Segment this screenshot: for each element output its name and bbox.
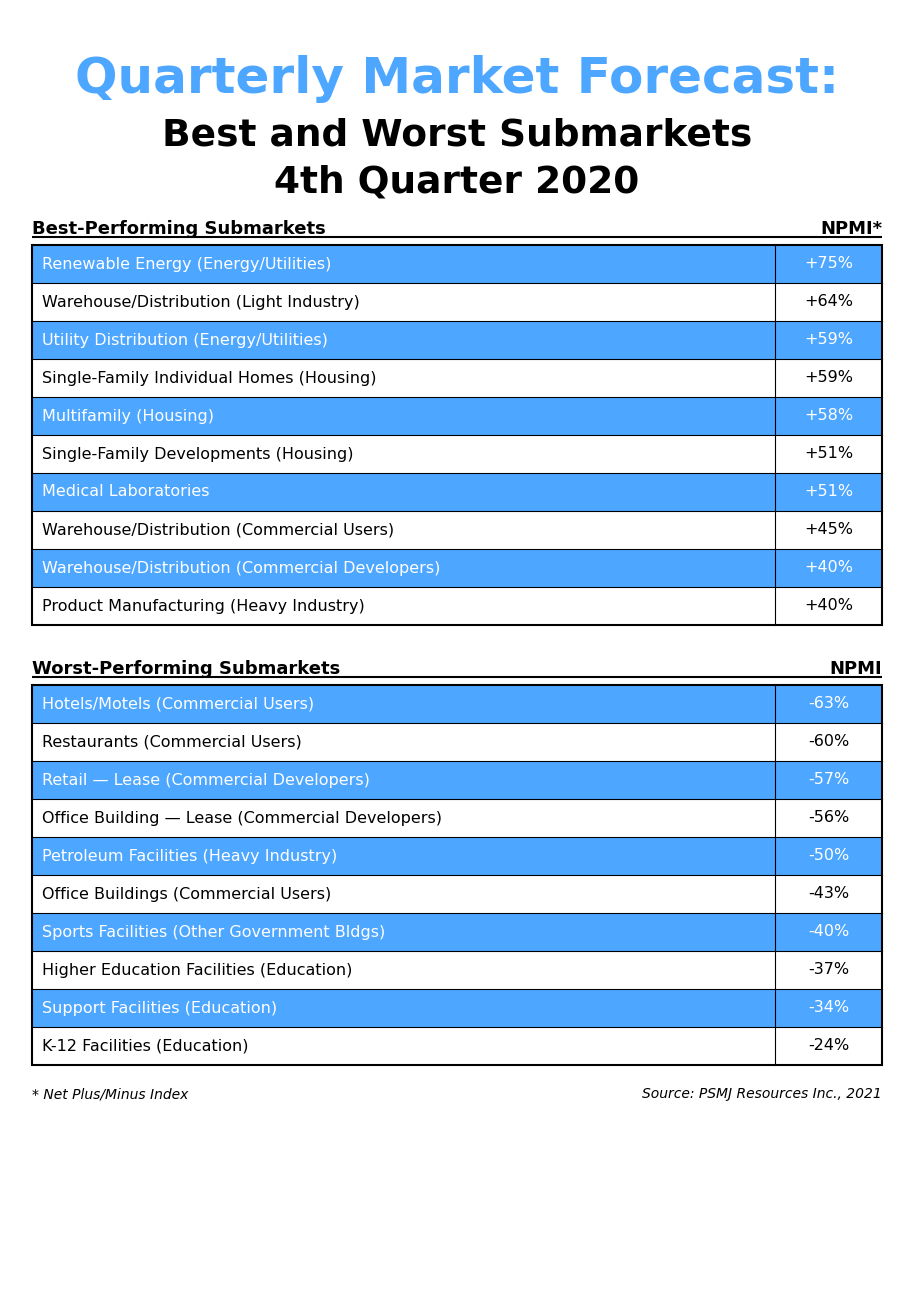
Text: -50%: -50% (808, 849, 849, 863)
Text: Single-Family Developments (Housing): Single-Family Developments (Housing) (42, 446, 354, 462)
Text: +40%: +40% (804, 560, 853, 575)
Text: -37%: -37% (808, 962, 849, 978)
Bar (32, 761, 882, 799)
Text: +59%: +59% (804, 370, 853, 386)
Bar (32, 359, 882, 397)
Text: -34%: -34% (808, 1001, 849, 1015)
Text: Office Building — Lease (Commercial Developers): Office Building — Lease (Commercial Deve… (42, 810, 442, 826)
Bar (32, 587, 882, 624)
Text: Medical Laboratories: Medical Laboratories (42, 485, 209, 499)
Text: Support Facilities (Education): Support Facilities (Education) (42, 1001, 277, 1015)
Text: +64%: +64% (804, 294, 853, 310)
Text: -43%: -43% (808, 886, 849, 902)
Text: Warehouse/Distribution (Light Industry): Warehouse/Distribution (Light Industry) (42, 294, 360, 310)
Bar (32, 685, 882, 722)
Bar (32, 837, 882, 875)
Text: Higher Education Facilities (Education): Higher Education Facilities (Education) (42, 962, 353, 978)
Text: Best-Performing Submarkets: Best-Performing Submarkets (32, 221, 325, 237)
Text: Petroleum Facilities (Heavy Industry): Petroleum Facilities (Heavy Industry) (42, 849, 337, 863)
Text: -57%: -57% (808, 773, 849, 787)
Text: Office Buildings (Commercial Users): Office Buildings (Commercial Users) (42, 886, 331, 902)
Bar (32, 951, 882, 989)
Text: K-12 Facilities (Education): K-12 Facilities (Education) (42, 1038, 249, 1054)
Text: Best and Worst Submarkets: Best and Worst Submarkets (162, 117, 752, 154)
Text: -24%: -24% (808, 1038, 849, 1054)
Bar (32, 685, 882, 1066)
Text: +59%: +59% (804, 333, 853, 347)
Bar (32, 473, 882, 511)
Bar (32, 397, 882, 435)
Bar (32, 989, 882, 1027)
Bar (32, 245, 882, 624)
Text: Warehouse/Distribution (Commercial Users): Warehouse/Distribution (Commercial Users… (42, 522, 394, 538)
Text: +45%: +45% (804, 522, 853, 538)
Text: Multifamily (Housing): Multifamily (Housing) (42, 409, 214, 423)
Bar (32, 511, 882, 550)
Text: Retail — Lease (Commercial Developers): Retail — Lease (Commercial Developers) (42, 773, 370, 787)
Text: Single-Family Individual Homes (Housing): Single-Family Individual Homes (Housing) (42, 370, 377, 386)
Text: 4th Quarter 2020: 4th Quarter 2020 (274, 165, 640, 201)
Bar (32, 913, 882, 951)
Bar (32, 875, 882, 913)
Text: -40%: -40% (808, 925, 849, 939)
Text: NPMI: NPMI (829, 660, 882, 679)
Text: -60%: -60% (808, 734, 849, 749)
Text: Sports Facilities (Other Government Bldgs): Sports Facilities (Other Government Bldg… (42, 925, 385, 939)
Text: +75%: +75% (804, 257, 853, 271)
Bar (32, 435, 882, 473)
Text: +40%: +40% (804, 599, 853, 614)
Text: Source: PSMJ Resources Inc., 2021: Source: PSMJ Resources Inc., 2021 (643, 1087, 882, 1100)
Text: Quarterly Market Forecast:: Quarterly Market Forecast: (75, 55, 839, 103)
Bar (32, 722, 882, 761)
Bar (32, 1027, 882, 1066)
Text: Utility Distribution (Energy/Utilities): Utility Distribution (Energy/Utilities) (42, 333, 328, 347)
Text: +58%: +58% (804, 409, 853, 423)
Text: Hotels/Motels (Commercial Users): Hotels/Motels (Commercial Users) (42, 697, 314, 712)
Text: +51%: +51% (804, 446, 853, 462)
Text: Restaurants (Commercial Users): Restaurants (Commercial Users) (42, 734, 302, 749)
Text: Warehouse/Distribution (Commercial Developers): Warehouse/Distribution (Commercial Devel… (42, 560, 441, 575)
Bar (32, 245, 882, 283)
Text: NPMI*: NPMI* (820, 221, 882, 237)
Bar (32, 550, 882, 587)
Text: Renewable Energy (Energy/Utilities): Renewable Energy (Energy/Utilities) (42, 257, 332, 271)
Text: Worst-Performing Submarkets: Worst-Performing Submarkets (32, 660, 340, 679)
Bar (32, 283, 882, 321)
Text: Product Manufacturing (Heavy Industry): Product Manufacturing (Heavy Industry) (42, 599, 365, 614)
Bar (32, 799, 882, 837)
Text: +51%: +51% (804, 485, 853, 499)
Text: * Net Plus/Minus Index: * Net Plus/Minus Index (32, 1087, 188, 1100)
Bar (32, 321, 882, 359)
Text: -63%: -63% (808, 697, 849, 712)
Text: -56%: -56% (808, 810, 849, 826)
